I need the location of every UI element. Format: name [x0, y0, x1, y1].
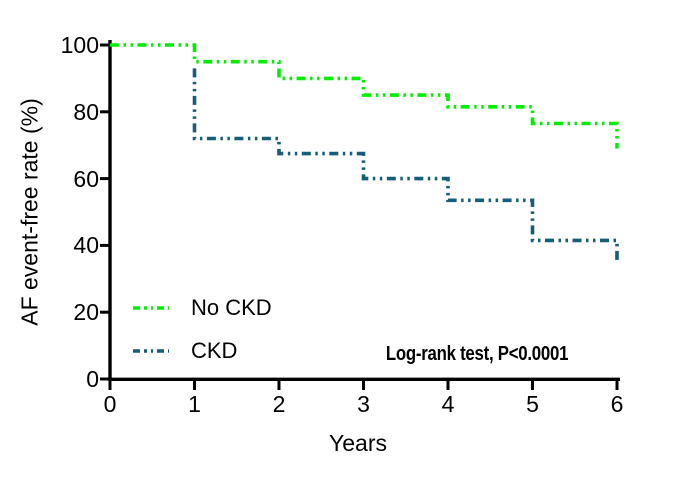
- legend-item-no-ckd: No CKD: [133, 295, 272, 320]
- y-tick-label-100: 100: [60, 32, 99, 58]
- y-tick-label-0: 0: [86, 366, 99, 392]
- curve-ckd: [192, 68, 619, 263]
- curve-no-ckd: [110, 43, 619, 149]
- y-tick-label-20: 20: [73, 299, 99, 326]
- legend-item-ckd: CKD: [133, 338, 238, 363]
- x-tick-label-2: 2: [272, 391, 286, 417]
- y-tick-label-80: 80: [73, 98, 99, 125]
- x-tick-label-3: 3: [357, 391, 370, 417]
- x-tick-label-1: 1: [188, 391, 201, 417]
- y-axis-label: AF event-free rate (%): [16, 98, 43, 326]
- x-axis-label: Years: [329, 430, 387, 456]
- x-tick-label-6: 6: [610, 391, 624, 417]
- ckd-line-sample-icon: [133, 349, 169, 353]
- y-tick-label-60: 60: [73, 165, 99, 192]
- legend-label-no-ckd: No CKD: [191, 295, 272, 320]
- no-ckd-line-sample-icon: [133, 306, 169, 310]
- x-tick-label-5: 5: [526, 391, 539, 417]
- log-rank-annotation: Log-rank test, P<0.0001: [385, 343, 569, 365]
- x-tick-label-4: 4: [441, 391, 455, 417]
- legend-label-ckd: CKD: [191, 338, 238, 363]
- x-tick-label-0: 0: [103, 391, 117, 417]
- y-tick-label-40: 40: [73, 232, 99, 259]
